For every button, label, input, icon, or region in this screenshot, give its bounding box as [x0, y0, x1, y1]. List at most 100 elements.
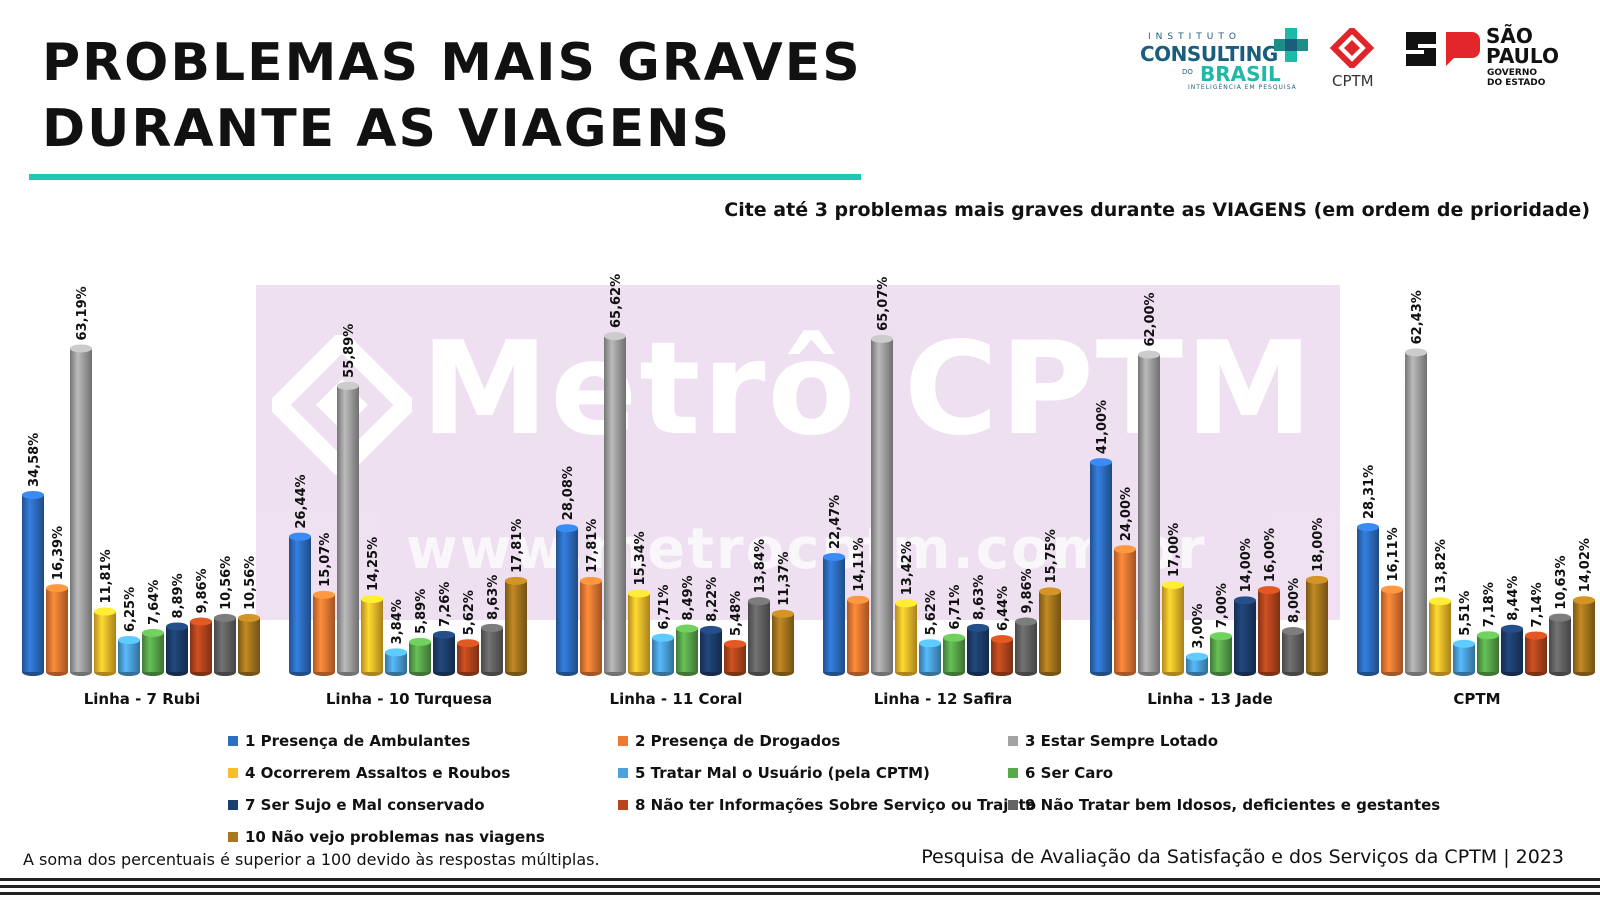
bar-body — [1210, 636, 1232, 672]
bar — [871, 334, 893, 676]
legend-item: 2 Presença de Drogados — [618, 731, 840, 751]
bar-body — [1306, 579, 1328, 672]
bar-body — [1405, 352, 1427, 672]
legend-swatch — [618, 800, 628, 810]
bar — [1210, 632, 1232, 676]
bar-cap — [214, 613, 236, 622]
bar-cap — [289, 532, 311, 541]
bar-body — [289, 536, 311, 672]
bar-body — [94, 611, 116, 672]
bar — [457, 639, 479, 676]
bar-cap — [1549, 613, 1571, 622]
bar-cap — [895, 599, 917, 608]
bar-body — [724, 643, 746, 672]
data-label: 11,37% — [777, 552, 792, 606]
bar — [1258, 586, 1280, 676]
data-label: 11,81% — [99, 549, 114, 603]
bar — [1573, 596, 1595, 676]
bar — [895, 599, 917, 676]
bar-body — [943, 637, 965, 672]
bar — [238, 613, 260, 676]
bar — [166, 622, 188, 676]
bar — [214, 613, 236, 676]
bar-body — [1039, 591, 1061, 672]
data-label: 16,00% — [1263, 528, 1278, 582]
bar-body — [313, 594, 335, 672]
data-label: 62,00% — [1143, 292, 1158, 346]
bar-body — [871, 338, 893, 672]
bar-body — [1381, 589, 1403, 672]
bar-cap — [556, 524, 578, 533]
bar — [70, 344, 92, 676]
bar-body — [22, 494, 44, 672]
data-label: 10,56% — [243, 556, 258, 610]
cptm-diamond-icon — [1330, 28, 1374, 68]
bar-body — [214, 617, 236, 672]
bar-body — [652, 637, 674, 672]
legend-label: 2 Presença de Drogados — [635, 732, 841, 750]
data-label: 9,86% — [195, 568, 210, 613]
data-label: 5,89% — [414, 589, 429, 634]
title-underline — [29, 174, 861, 180]
bar-cap — [604, 332, 626, 341]
category-label: Linha - 10 Turquesa — [326, 690, 492, 708]
legend-item: 4 Ocorrerem Assaltos e Roubos — [228, 763, 510, 783]
bar-cap — [409, 637, 431, 646]
data-label: 5,48% — [729, 591, 744, 636]
bar-body — [1282, 631, 1304, 672]
bar-cap — [433, 630, 455, 639]
data-label: 26,44% — [294, 474, 309, 528]
bar-body — [433, 634, 455, 672]
bar-body — [1234, 600, 1256, 672]
sp-mark-icon — [1406, 32, 1480, 66]
bar-cap — [1453, 639, 1475, 648]
bar-cap — [1429, 597, 1451, 606]
data-label: 9,86% — [1020, 568, 1035, 613]
bar — [676, 624, 698, 676]
bar-cap — [166, 622, 188, 631]
bar — [1429, 597, 1451, 676]
bar — [1405, 348, 1427, 676]
data-label: 13,84% — [753, 539, 768, 593]
logo-strip: INSTITUTO CONSULTING DO BRASIL INTELIGÊN… — [1140, 22, 1590, 94]
footer-stripe-1 — [0, 878, 1600, 881]
bar-cap — [1381, 585, 1403, 594]
bar — [772, 609, 794, 676]
bar — [604, 332, 626, 676]
data-label: 5,62% — [924, 590, 939, 635]
category-label: Linha - 13 Jade — [1147, 690, 1273, 708]
bar — [823, 552, 845, 676]
bar-cap — [22, 490, 44, 499]
bar — [943, 633, 965, 676]
bar — [1357, 523, 1379, 676]
bar-cap — [943, 633, 965, 642]
icb-mid-text: BRASIL — [1200, 62, 1281, 86]
data-label: 62,43% — [1410, 290, 1425, 344]
data-label: 55,89% — [342, 324, 357, 378]
cptm-logo-text: CPTM — [1332, 72, 1374, 90]
bar-cap — [967, 623, 989, 632]
bar — [628, 589, 650, 676]
bar-body — [1015, 621, 1037, 672]
bar-cap — [1162, 580, 1184, 589]
data-label: 8,44% — [1506, 576, 1521, 621]
bar — [409, 637, 431, 676]
bar-cap — [1282, 627, 1304, 636]
bar — [847, 595, 869, 676]
bar-cap — [481, 623, 503, 632]
bar-body — [1525, 635, 1547, 672]
bar-body — [337, 385, 359, 672]
chart-question: Cite até 3 problemas mais graves durante… — [724, 199, 1590, 221]
bar-body — [238, 617, 260, 672]
legend-label: 9 Não Tratar bem Idosos, deficientes e g… — [1025, 796, 1441, 814]
bar-body — [919, 643, 941, 672]
data-label: 8,00% — [1287, 578, 1302, 623]
bar — [1138, 350, 1160, 676]
bar-cap — [190, 617, 212, 626]
bar-cap — [724, 639, 746, 648]
legend-label: 1 Presença de Ambulantes — [245, 732, 471, 750]
bar-cap — [46, 584, 68, 593]
bar-cap — [94, 607, 116, 616]
bar-body — [46, 588, 68, 672]
category-label: CPTM — [1453, 690, 1500, 708]
